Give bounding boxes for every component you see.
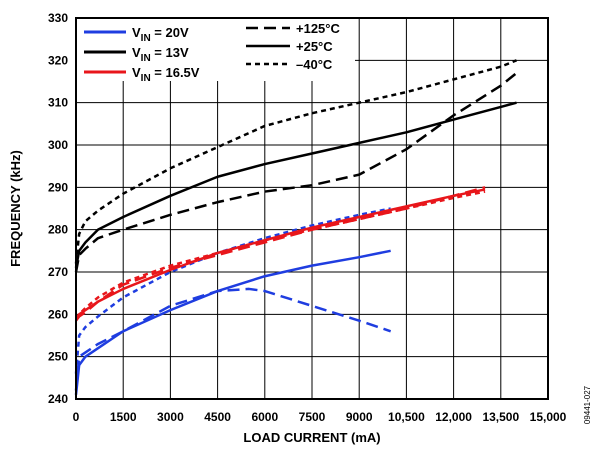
y-tick-label-3: 270 <box>48 265 68 279</box>
series-line-7 <box>74 186 486 322</box>
series-line-0 <box>74 249 391 395</box>
legend-label-0: VIN = 20V <box>132 25 189 44</box>
figure-id: 09441-027 <box>583 385 592 424</box>
y-tick-label-0: 240 <box>48 392 68 406</box>
series-line-4 <box>74 72 518 273</box>
legend-label-main-0: V <box>132 25 141 40</box>
tick-labels: 0 1500 3000 4500 6000 7500 9000 10,500 12,000 13,… <box>48 11 567 424</box>
series-line-1 <box>74 287 392 391</box>
legend-label-1: VIN = 13V <box>132 45 189 64</box>
y-tick-label-7: 310 <box>48 96 68 110</box>
x-tick-label-7: 10,500 <box>388 410 425 424</box>
series-line-2 <box>74 207 391 374</box>
legend-style-label-2: –40°C <box>296 57 333 72</box>
legend-label-suffix-1: = 13V <box>151 45 189 60</box>
x-tick-label-4: 6000 <box>251 410 278 424</box>
series-line-3 <box>74 101 517 268</box>
legend-label-main-2: V <box>132 65 141 80</box>
y-tick-label-6: 300 <box>48 138 68 152</box>
series-line-8 <box>74 190 486 320</box>
legend-style-label-0: +125°C <box>296 21 340 36</box>
x-tick-label-9: 13,500 <box>482 410 519 424</box>
y-tick-label-5: 290 <box>48 180 68 194</box>
y-tick-label-1: 250 <box>48 350 68 364</box>
legend-label-subscript-1: IN <box>141 53 151 64</box>
x-tick-label-0: 0 <box>73 410 80 424</box>
y-axis-title: FREQUENCY (kHz) <box>8 150 23 267</box>
x-tick-label-1: 1500 <box>110 410 137 424</box>
x-tick-label-6: 9000 <box>346 410 373 424</box>
legend-label-subscript-0: IN <box>141 33 151 44</box>
y-tick-label-9: 330 <box>48 11 68 25</box>
x-tick-label-8: 12,000 <box>435 410 472 424</box>
y-tick-label-2: 260 <box>48 307 68 321</box>
y-tick-label-8: 320 <box>48 53 68 67</box>
series-line-6 <box>74 188 486 320</box>
series-layer <box>74 59 518 395</box>
legend-label-main-1: V <box>132 45 141 60</box>
legend-label-suffix-0: = 20V <box>151 25 189 40</box>
legend-style-label-1: +25°C <box>296 39 333 54</box>
x-axis-title: LOAD CURRENT (mA) <box>243 430 380 445</box>
axes <box>75 17 549 400</box>
x-tick-label-5: 7500 <box>299 410 326 424</box>
legend-label-subscript-2: IN <box>141 73 151 84</box>
x-tick-label-2: 3000 <box>157 410 184 424</box>
x-tick-label-3: 4500 <box>204 410 231 424</box>
plot-frame <box>75 17 549 400</box>
legend-label-2: VIN = 16.5V <box>132 65 200 84</box>
series-line-5 <box>74 59 517 264</box>
legend-styles: +125°C +25°C –40°C <box>246 21 340 72</box>
x-tick-label-10: 15,000 <box>530 410 567 424</box>
legend-label-suffix-2: = 16.5V <box>151 65 200 80</box>
y-tick-label-4: 280 <box>48 223 68 237</box>
